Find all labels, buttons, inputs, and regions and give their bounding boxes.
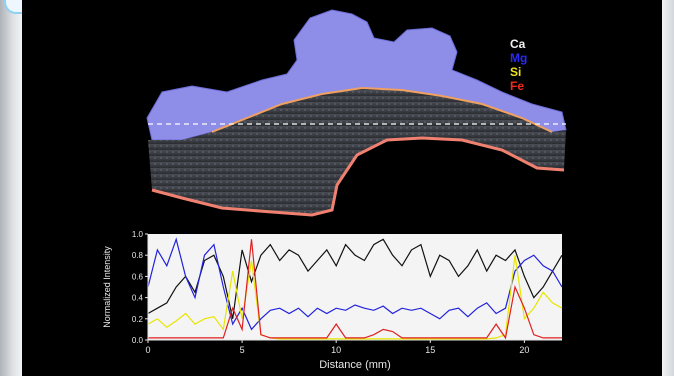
x-axis-label: Distance (mm) <box>319 359 391 371</box>
y-tick-label: 0.2 <box>132 315 144 324</box>
fe-rim-lower <box>151 136 565 217</box>
x-tick-label: 20 <box>519 345 529 355</box>
x-tick-label: 5 <box>240 345 245 355</box>
y-tick-label: 0.8 <box>132 251 144 260</box>
legend-label-ca: Ca <box>510 37 526 51</box>
x-tick-label: 15 <box>425 345 435 355</box>
x-ticks: 0 5 10 15 20 <box>145 340 529 355</box>
x-tick-label: 10 <box>331 345 341 355</box>
slide: Ca Mg Si Fe 0 5 10 15 20 0.0 0.2 0.4 0.6 0.8 1.0 … <box>22 0 662 376</box>
legend-label-si: Si <box>510 65 521 79</box>
fe-rim-upper <box>211 86 553 133</box>
legend: Ca Mg Si Fe <box>510 37 527 93</box>
series-line-mg <box>147 237 563 331</box>
sample-image <box>146 9 567 217</box>
y-tick-label: 0.4 <box>132 294 144 303</box>
x-tick-label: 0 <box>145 345 150 355</box>
right-bezel <box>662 0 674 376</box>
slide-canvas: Ca Mg Si Fe 0 5 10 15 20 0.0 0.2 0.4 0.6 0.8 1.0 … <box>102 9 567 371</box>
y-axis-label: Normalized Intensity <box>102 246 112 328</box>
y-tick-label: 1.0 <box>132 230 144 239</box>
legend-label-fe: Fe <box>510 79 524 93</box>
y-tick-label: 0.6 <box>132 272 144 281</box>
series-line-ca <box>147 238 563 319</box>
series-layer <box>147 237 563 340</box>
y-tick-label: 0.0 <box>132 336 144 345</box>
plot-area <box>148 234 562 340</box>
series-line-fe <box>148 239 562 340</box>
dark-core-layer <box>148 88 566 215</box>
series-line-si <box>147 255 563 340</box>
intensity-chart: 0 5 10 15 20 0.0 0.2 0.4 0.6 0.8 1.0 Distance (mm… <box>102 230 563 371</box>
left-bezel <box>0 0 22 376</box>
y-ticks: 0.0 0.2 0.4 0.6 0.8 1.0 <box>132 230 148 345</box>
legend-label-mg: Mg <box>510 51 527 65</box>
